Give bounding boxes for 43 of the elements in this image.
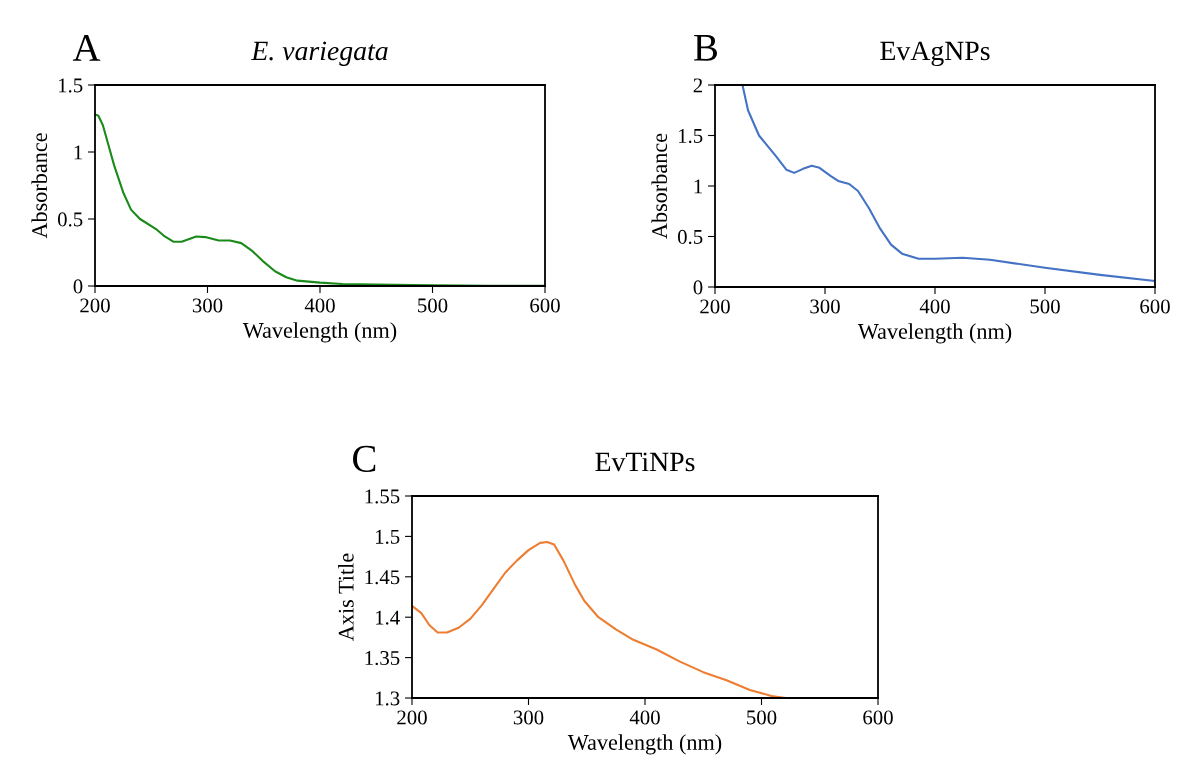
x-tick-label: 200 — [80, 298, 110, 313]
y-tick-label: 0.5 — [677, 229, 703, 245]
x-tick-label: 500 — [747, 710, 777, 725]
line-series — [741, 85, 1155, 282]
y-tick-label: 1.5 — [678, 128, 703, 144]
x-tick-label: 500 — [1030, 299, 1060, 314]
x-tick-label: 500 — [418, 298, 448, 313]
y-tick-label: 1.5 — [58, 78, 83, 93]
x-tick-label: 300 — [810, 299, 840, 314]
y-axis-title: Absorbance — [31, 133, 48, 239]
x-tick-label: 300 — [192, 298, 223, 313]
y-axis-title: Absorbance — [651, 133, 668, 239]
x-tick-label: 400 — [919, 299, 950, 314]
x-tick-label: 600 — [1140, 299, 1170, 314]
x-tick-label: 400 — [304, 298, 335, 313]
text: A — [72, 34, 101, 61]
y-tick-label: 0 — [73, 279, 83, 294]
x-axis-title: Wavelength (nm) — [242, 322, 397, 343]
y-tick-label: 1 — [694, 179, 702, 194]
y-axis-title: Axis Title — [338, 553, 354, 641]
y-tick-label: 1.3 — [375, 691, 400, 706]
x-tick-label: 600 — [863, 710, 893, 725]
y-tick-label: 1.5 — [375, 529, 400, 544]
y-tick-label: 1.4 — [375, 610, 400, 625]
y-tick-label: 0 — [693, 280, 703, 295]
x-axis-title: Wavelength (nm) — [567, 734, 722, 755]
chart-title: EvAgNPs — [880, 41, 990, 66]
x-tick-label: 200 — [700, 299, 730, 314]
y-tick-label: 1.35 — [365, 651, 400, 666]
chart-title: EvTiNPs — [595, 452, 695, 472]
x-tick-label: 600 — [530, 298, 560, 313]
text: C — [353, 445, 376, 472]
y-tick-label: 1.45 — [365, 570, 400, 585]
y-tick-label: 0.5 — [57, 212, 83, 227]
y-tick-label: 1.55 — [365, 489, 400, 504]
y-tick-label: 2 — [693, 78, 703, 93]
x-tick-label: 200 — [397, 710, 427, 725]
chart-title: E. variegata — [251, 41, 388, 66]
y-tick-label: 1 — [74, 145, 82, 160]
x-axis-title: Wavelength (nm) — [857, 323, 1012, 344]
x-tick-label: 400 — [629, 710, 660, 725]
x-tick-label: 300 — [513, 710, 544, 725]
text: B — [694, 35, 718, 61]
